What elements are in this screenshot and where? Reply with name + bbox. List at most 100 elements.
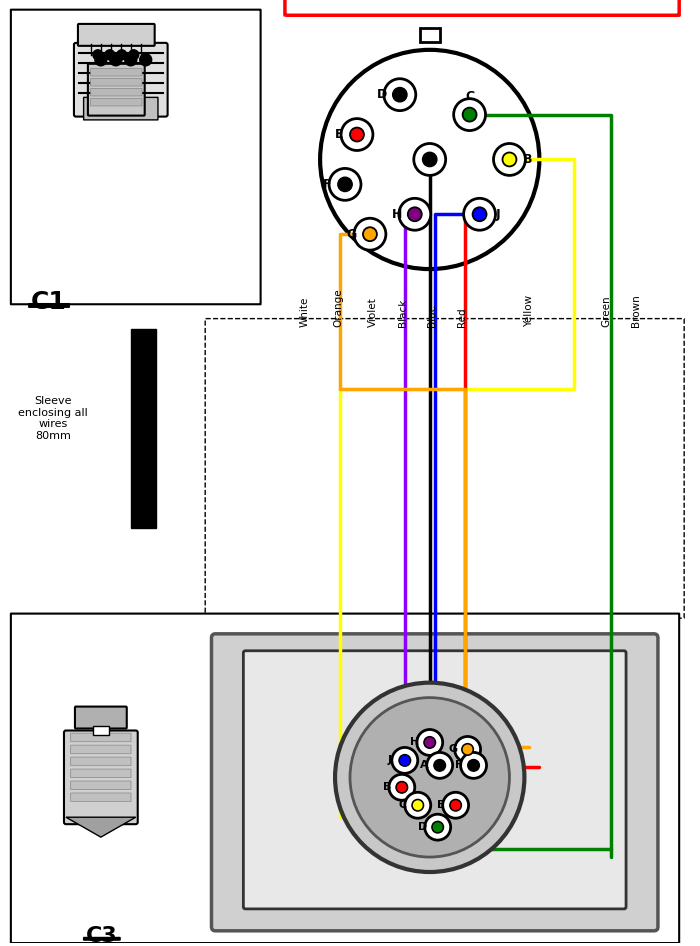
Text: B: B [383, 782, 391, 793]
Circle shape [432, 821, 444, 833]
Text: G: G [448, 745, 457, 754]
FancyBboxPatch shape [71, 793, 131, 801]
Text: J: J [495, 208, 500, 220]
Text: Blue: Blue [427, 304, 437, 327]
Text: H: H [392, 208, 402, 220]
Circle shape [454, 737, 481, 762]
Text: C: C [465, 90, 474, 103]
Circle shape [423, 152, 437, 166]
FancyBboxPatch shape [83, 937, 120, 940]
Text: A: A [421, 761, 429, 770]
Circle shape [400, 756, 410, 765]
FancyBboxPatch shape [64, 730, 138, 824]
Circle shape [95, 54, 107, 66]
Circle shape [473, 208, 486, 220]
Bar [93, 726, 108, 735]
Text: Sleeve
enclosing all
wires
80mm: Sleeve enclosing all wires 80mm [18, 396, 88, 441]
Circle shape [350, 697, 510, 857]
Circle shape [399, 199, 430, 230]
Text: E: E [437, 800, 444, 810]
Circle shape [364, 228, 376, 240]
Circle shape [329, 168, 361, 201]
Circle shape [424, 737, 435, 748]
Circle shape [454, 98, 486, 131]
Circle shape [450, 799, 461, 811]
Circle shape [503, 153, 515, 166]
Text: F: F [455, 761, 463, 770]
Text: F: F [323, 178, 331, 191]
Circle shape [110, 54, 122, 66]
FancyBboxPatch shape [244, 651, 626, 909]
Text: A: A [425, 153, 435, 166]
Text: White: White [300, 296, 310, 327]
FancyBboxPatch shape [78, 24, 155, 45]
FancyBboxPatch shape [71, 781, 131, 790]
FancyBboxPatch shape [90, 88, 142, 96]
Circle shape [396, 781, 407, 793]
Circle shape [399, 755, 411, 766]
Text: C: C [399, 800, 407, 810]
Circle shape [338, 177, 352, 191]
Circle shape [117, 50, 127, 60]
Circle shape [463, 109, 475, 121]
FancyBboxPatch shape [71, 745, 131, 754]
Circle shape [397, 782, 407, 792]
Text: Brown: Brown [631, 294, 641, 327]
Circle shape [462, 744, 473, 755]
FancyBboxPatch shape [90, 98, 142, 106]
FancyBboxPatch shape [75, 707, 127, 728]
FancyBboxPatch shape [211, 634, 658, 931]
Circle shape [503, 152, 517, 166]
FancyBboxPatch shape [29, 304, 69, 307]
Circle shape [416, 729, 442, 756]
Text: D: D [377, 88, 387, 101]
Text: B: B [523, 153, 532, 166]
Circle shape [434, 760, 445, 771]
Circle shape [425, 738, 435, 747]
Circle shape [442, 793, 468, 818]
Bar [131, 329, 155, 528]
Text: Yellow: Yellow [524, 295, 534, 327]
Circle shape [412, 799, 424, 811]
Circle shape [451, 800, 461, 810]
Circle shape [393, 87, 407, 102]
Circle shape [354, 219, 386, 250]
Circle shape [405, 793, 430, 818]
Text: E: E [335, 128, 343, 141]
Text: G: G [347, 228, 357, 240]
FancyBboxPatch shape [88, 63, 145, 115]
Bar [420, 27, 440, 42]
Circle shape [461, 752, 486, 779]
FancyBboxPatch shape [11, 614, 679, 943]
Circle shape [363, 227, 377, 241]
Circle shape [414, 144, 446, 175]
Circle shape [350, 128, 364, 142]
Text: D: D [418, 822, 428, 832]
Circle shape [392, 747, 418, 773]
Text: Red: Red [456, 307, 467, 327]
Polygon shape [66, 817, 136, 837]
Text: Violet: Violet [368, 297, 378, 327]
Circle shape [351, 129, 363, 141]
FancyBboxPatch shape [74, 43, 167, 116]
Circle shape [389, 775, 415, 800]
Circle shape [468, 760, 480, 771]
Circle shape [320, 50, 540, 269]
FancyBboxPatch shape [90, 68, 142, 76]
Circle shape [93, 50, 103, 60]
Circle shape [407, 207, 422, 221]
Circle shape [125, 54, 136, 66]
Circle shape [129, 50, 139, 60]
Circle shape [339, 178, 351, 190]
Text: H: H [410, 738, 419, 747]
FancyBboxPatch shape [11, 9, 260, 305]
Text: C3: C3 [86, 926, 118, 946]
Circle shape [335, 683, 524, 872]
Circle shape [140, 54, 152, 66]
Circle shape [463, 199, 496, 230]
Circle shape [384, 79, 416, 111]
Circle shape [413, 800, 423, 810]
Circle shape [473, 207, 486, 221]
Circle shape [433, 822, 442, 832]
Circle shape [435, 761, 444, 770]
